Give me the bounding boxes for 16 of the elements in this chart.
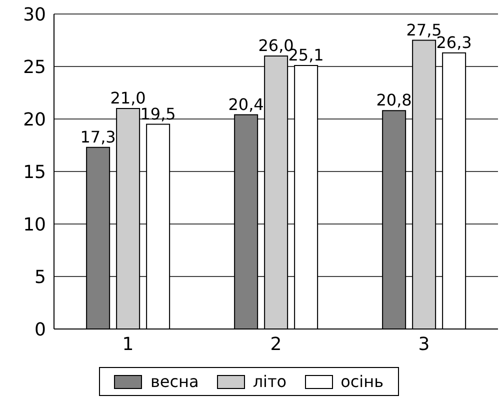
y-tick-label: 25 — [23, 56, 46, 78]
x-tick-label: 3 — [418, 334, 430, 355]
y-tick-label: 30 — [23, 4, 46, 26]
y-tick-label: 10 — [23, 214, 46, 236]
x-tick-label: 2 — [270, 334, 282, 355]
y-tick-label: 15 — [23, 162, 46, 183]
data-label: 20,8 — [376, 90, 412, 110]
y-tick-label: 5 — [34, 266, 46, 288]
x-tick-label: 1 — [122, 334, 134, 355]
data-label: 17,3 — [80, 127, 116, 146]
y-tick-label: 0 — [34, 319, 46, 340]
data-label: 20,4 — [228, 94, 264, 114]
legend-label: весна — [150, 372, 199, 391]
legend-label: літо — [252, 372, 287, 391]
legend-label: осінь — [340, 372, 384, 391]
y-tick-label: 20 — [23, 109, 46, 130]
